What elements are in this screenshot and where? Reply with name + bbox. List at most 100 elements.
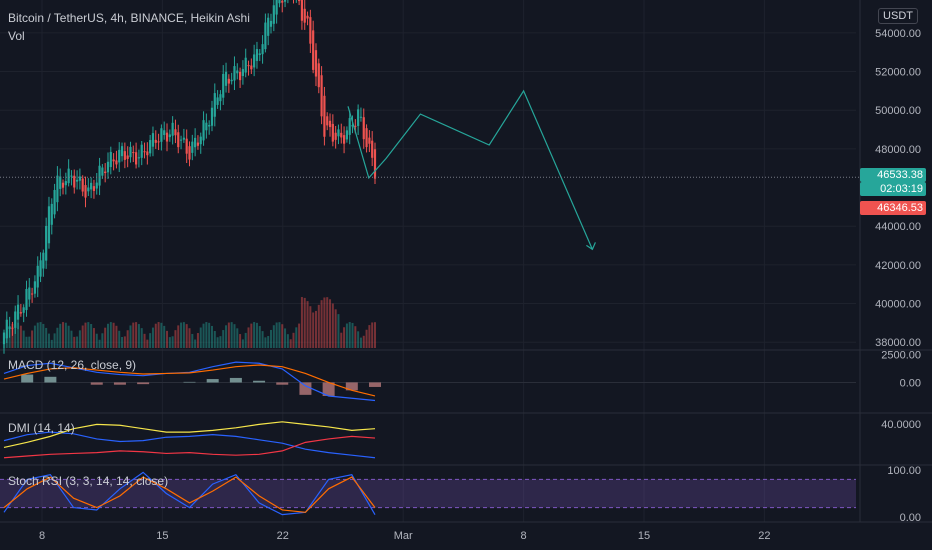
macd-signal-line — [3, 364, 376, 397]
volume-bar — [135, 322, 138, 348]
macd-tick-label: 2500.00 — [881, 349, 921, 361]
volume-bar — [171, 336, 174, 348]
volume-bar — [62, 322, 65, 348]
candle-body — [278, 0, 281, 4]
candle-body — [185, 138, 188, 154]
volume-bar — [345, 323, 348, 348]
candle-body — [208, 125, 211, 127]
dmi-plus-line — [3, 431, 376, 459]
candle-body — [194, 137, 197, 148]
candle-body — [373, 149, 377, 179]
volume-bar — [320, 300, 323, 348]
candle-body — [362, 117, 365, 140]
volume-bar — [230, 322, 233, 348]
volume-bar — [28, 336, 31, 348]
volume-bar — [331, 303, 334, 348]
price-tick-label: 44000.00 — [875, 221, 921, 233]
other-price-tag: 46346.53 — [860, 201, 926, 215]
volume-bar — [270, 329, 273, 348]
volume-bar — [196, 333, 199, 348]
volume-bar — [357, 331, 360, 348]
candle-body — [205, 122, 208, 131]
candle-body — [165, 132, 169, 142]
candle-body — [300, 0, 304, 21]
volume-bar — [78, 330, 81, 348]
time-tick-label: 22 — [277, 530, 289, 542]
volume-bar — [149, 333, 152, 348]
volume-bar — [292, 332, 295, 348]
candle-body — [303, 8, 306, 23]
volume-bar — [314, 310, 317, 348]
candle-body — [320, 75, 323, 117]
projection-path — [347, 89, 593, 250]
price-tick-label: 50000.00 — [875, 105, 921, 117]
volume-bar — [312, 312, 315, 348]
volume-bar — [17, 322, 20, 348]
candle-body — [101, 167, 104, 176]
volume-bar — [168, 337, 171, 348]
stoch-band — [0, 479, 856, 508]
candle-body — [312, 30, 315, 70]
candle-body — [16, 304, 20, 320]
time-tick-label: 8 — [39, 530, 45, 542]
volume-bar — [59, 323, 62, 348]
volume-bar — [359, 337, 362, 348]
candle-body — [334, 132, 337, 140]
candle-body — [81, 178, 84, 192]
volume-bar — [362, 335, 365, 348]
candle-body — [275, 0, 278, 15]
candle-body — [90, 182, 93, 190]
volume-bar — [286, 334, 289, 348]
candle-body — [323, 95, 326, 137]
candle-body — [47, 206, 51, 244]
volume-bar — [191, 333, 194, 348]
volume-bar — [255, 322, 258, 348]
volume-bar — [166, 330, 169, 348]
volume-bar — [14, 322, 17, 348]
price-tick-label: 42000.00 — [875, 260, 921, 272]
candle-body — [134, 152, 138, 165]
time-tick-label: 15 — [156, 530, 168, 542]
candle-body — [222, 73, 225, 98]
volume-bar — [208, 322, 211, 348]
volume-bar — [351, 322, 354, 348]
volume-bar — [317, 304, 320, 348]
volume-bar — [306, 301, 309, 348]
macd-histogram-bar — [183, 381, 196, 383]
candle-body — [328, 120, 332, 128]
candle-body — [98, 165, 101, 186]
volume-bar — [239, 334, 242, 348]
volume-bar — [22, 330, 25, 348]
candle-body — [230, 79, 233, 82]
volume-bar — [154, 323, 157, 348]
candle-body — [306, 15, 309, 19]
candle-body — [283, 0, 287, 2]
volume-bar — [272, 325, 275, 348]
volume-bar — [42, 323, 45, 348]
price-tick-label: 52000.00 — [875, 67, 921, 79]
candle-body — [258, 53, 261, 55]
candle-body — [345, 130, 348, 140]
volume-bar — [36, 322, 39, 348]
candle-body — [250, 65, 253, 70]
candle-body — [104, 171, 107, 174]
candle-body — [73, 175, 76, 188]
volume-bar — [374, 322, 376, 348]
volume-bar — [84, 322, 87, 348]
volume-bar — [5, 333, 8, 348]
candle-body — [50, 203, 53, 225]
candle-body — [365, 128, 368, 148]
volume-bar — [295, 327, 298, 348]
volume-bar — [213, 330, 216, 348]
volume-bar — [19, 325, 22, 348]
candle-body — [272, 5, 275, 24]
candle-body — [106, 161, 110, 173]
candle-body — [182, 137, 185, 140]
currency-badge[interactable]: USDT — [878, 8, 918, 24]
candle-body — [171, 122, 174, 136]
volume-bar — [250, 323, 253, 348]
candle-body — [19, 312, 22, 314]
candle-body — [326, 116, 329, 126]
candle-body — [219, 94, 222, 102]
